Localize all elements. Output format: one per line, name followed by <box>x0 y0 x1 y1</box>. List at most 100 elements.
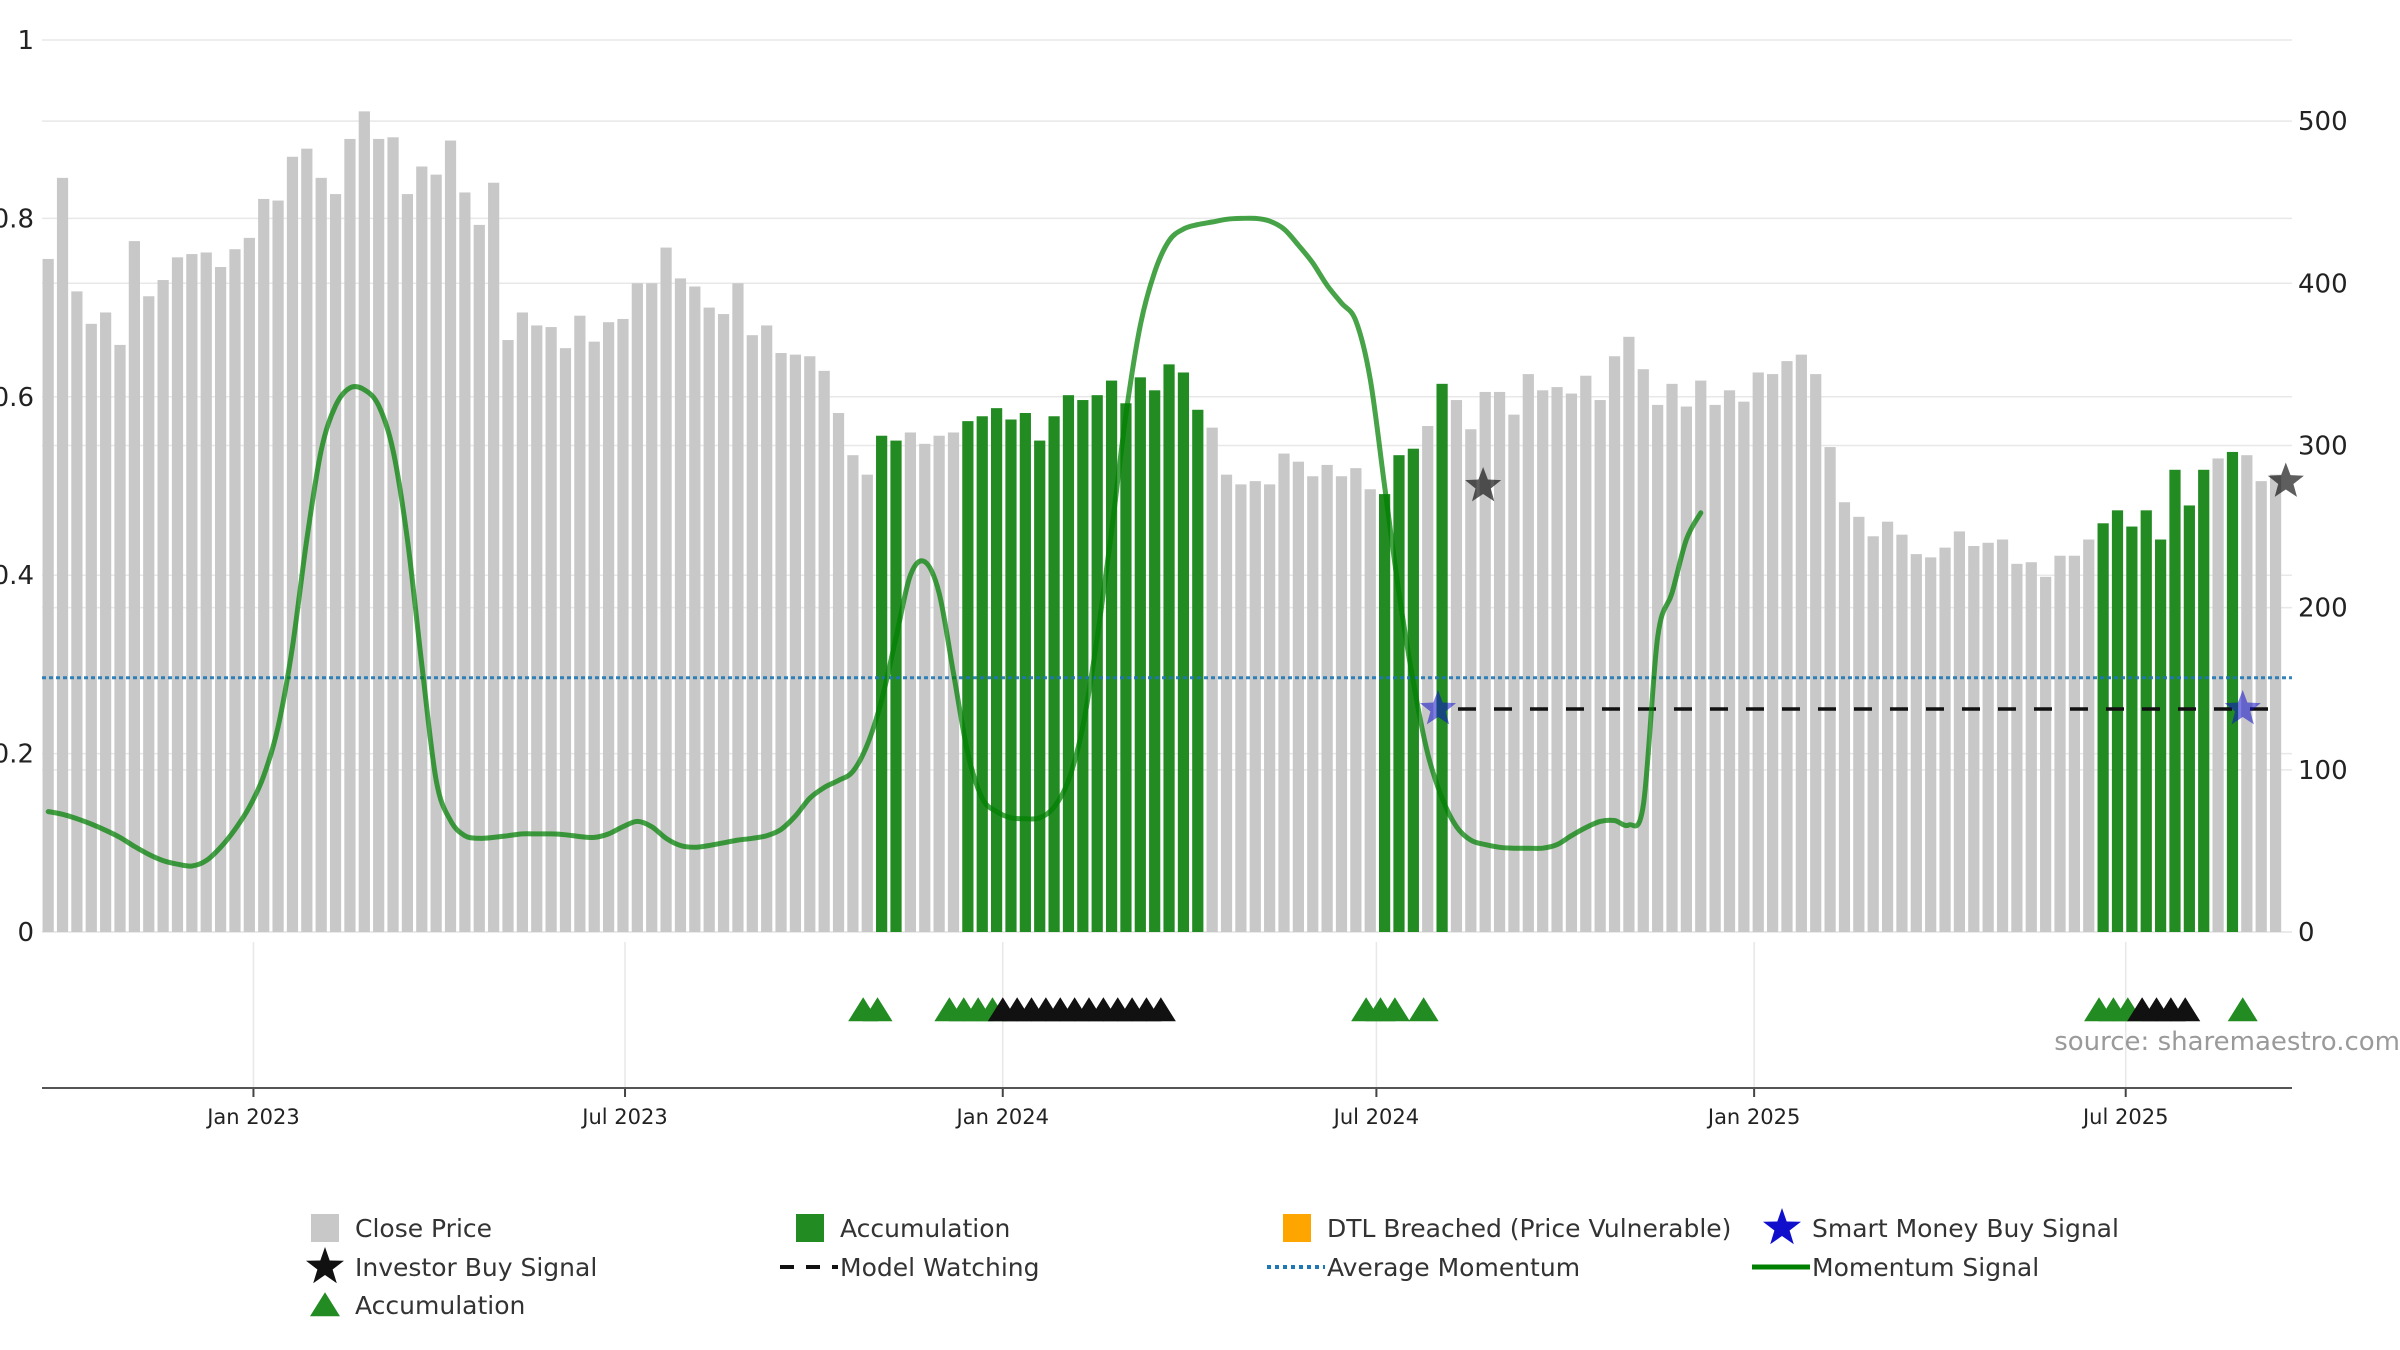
x-tick-label: Jan 2023 <box>205 1105 300 1129</box>
accumulation-bar <box>2226 451 2239 932</box>
momentum-signal-layer <box>45 215 1704 869</box>
legend-item: Average Momentum <box>1267 1253 1580 1282</box>
close-price-bar <box>1982 542 1994 932</box>
close-price-bar <box>2011 563 2023 932</box>
accumulation-bar <box>890 440 902 932</box>
close-price-bar <box>459 192 471 932</box>
close-price-bar <box>1565 393 1578 932</box>
close-price-bar <box>1537 390 1549 932</box>
close-price-bar <box>717 314 730 932</box>
close-price-bar <box>904 432 916 932</box>
accumulation-bar <box>2155 539 2167 932</box>
close-price-bar <box>1896 534 1908 932</box>
close-price-bar <box>329 194 342 932</box>
close-price-bar <box>100 312 112 932</box>
accumulation-bar <box>2198 469 2210 932</box>
close-price-bar <box>1810 374 1822 932</box>
axes-layer: 0 0.2 0.4 0.6 0.8 1 0 100 200 300 400 500 Jan 2023 Ju… <box>0 26 2348 1129</box>
accumulation-bar <box>2111 510 2124 932</box>
signal-stars-layer <box>1419 462 2304 725</box>
accumulation-bar <box>1393 455 1405 932</box>
close-price-bar <box>1264 484 1276 932</box>
close-price-bar <box>1450 400 1463 932</box>
accumulation-bar <box>976 416 988 932</box>
close-price-bar <box>1292 461 1304 932</box>
close-price-bar <box>473 224 485 932</box>
legend-label: Investor Buy Signal <box>355 1253 597 1282</box>
x-tick-label: Jan 2025 <box>1706 1105 1801 1129</box>
close-price-bar <box>1623 336 1635 932</box>
close-price-bar <box>85 323 97 932</box>
legend-label: Accumulation <box>355 1291 525 1320</box>
close-price-bar <box>1321 464 1333 932</box>
x-tick-label: Jul 2025 <box>2081 1105 2168 1129</box>
close-price-bar <box>344 138 356 932</box>
close-price-bar <box>1709 404 1721 933</box>
close-price-bar <box>1695 380 1707 933</box>
accumulation-bar <box>2126 526 2138 932</box>
legend-label: DTL Breached (Price Vulnerable) <box>1327 1214 1731 1243</box>
close-price-bar <box>919 443 931 932</box>
close-price-bar <box>1867 536 1879 932</box>
investor-buy-triangle <box>2170 997 2201 1022</box>
close-price-bar <box>847 455 859 932</box>
left-tick-label: 1 <box>17 26 34 56</box>
close-price-bar <box>1350 468 1362 932</box>
legend-label: Momentum Signal <box>1812 1253 2039 1282</box>
legend-label: Model Watching <box>840 1253 1040 1282</box>
close-price-bar <box>1594 400 1606 932</box>
smart-money-buy-star <box>1419 690 1457 725</box>
close-price-bar <box>1939 547 1951 932</box>
accumulation-bar <box>1034 440 1046 932</box>
close-price-bar <box>42 258 54 933</box>
close-price-bar <box>1206 427 1218 932</box>
accumulation-bar <box>2183 505 2195 932</box>
close-price-bar <box>1824 447 1836 932</box>
legend-item: Momentum Signal <box>1752 1253 2039 1282</box>
accumulation-bar <box>1077 400 1089 932</box>
legend-item: DTL Breached (Price Vulnerable) <box>1283 1214 1731 1243</box>
legend-item: Accumulation <box>796 1214 1010 1243</box>
accumulation-bar <box>1192 409 1204 932</box>
right-tick-label: 0 <box>2298 918 2315 948</box>
right-tick-label: 200 <box>2298 594 2348 624</box>
close-price-bar <box>1752 372 1764 932</box>
close-price-bar <box>617 318 629 932</box>
accumulation-triangle <box>862 997 893 1022</box>
close-price-bar <box>1666 383 1678 932</box>
close-price-bar <box>143 296 155 932</box>
signal-triangles-layer <box>848 997 2258 1022</box>
right-tick-label: 500 <box>2298 107 2348 137</box>
close-price-bar <box>631 283 643 933</box>
accumulation-bar <box>1149 390 1161 932</box>
x-tick-label: Jul 2024 <box>1332 1105 1419 1129</box>
close-price-bar <box>732 283 744 933</box>
close-price-bar <box>444 140 457 932</box>
close-price-bar <box>200 252 212 932</box>
right-tick-label: 300 <box>2298 431 2348 461</box>
right-tick-label: 400 <box>2298 269 2348 299</box>
close-price-bar <box>1220 474 1233 932</box>
close-price-bar <box>761 325 773 932</box>
legend-item: Investor Buy Signal <box>306 1247 597 1284</box>
close-price-bar <box>488 182 500 933</box>
close-price-bar <box>1522 374 1534 932</box>
close-price-bar <box>1493 391 1506 932</box>
close-price-bar <box>71 291 83 932</box>
close-price-bar <box>832 413 845 932</box>
close-price-bar <box>674 278 687 932</box>
close-price-bar <box>703 307 715 933</box>
legend-item: Model Watching <box>780 1253 1040 1282</box>
investor-buy-star <box>2267 462 2304 497</box>
legend-label: Smart Money Buy Signal <box>1812 1214 2119 1243</box>
close-price-bar <box>789 354 802 933</box>
close-price-bar <box>1580 375 1592 932</box>
close-price-bar <box>1723 390 1736 932</box>
left-tick-label: 0.2 <box>0 740 34 770</box>
legend-dtl-swatch <box>1283 1214 1311 1242</box>
close-price-bar <box>1465 429 1477 932</box>
close-price-bar <box>2054 555 2066 932</box>
close-price-bar <box>1551 387 1563 932</box>
left-tick-label: 0.4 <box>0 561 34 591</box>
legend-accumulation-swatch <box>796 1214 824 1242</box>
